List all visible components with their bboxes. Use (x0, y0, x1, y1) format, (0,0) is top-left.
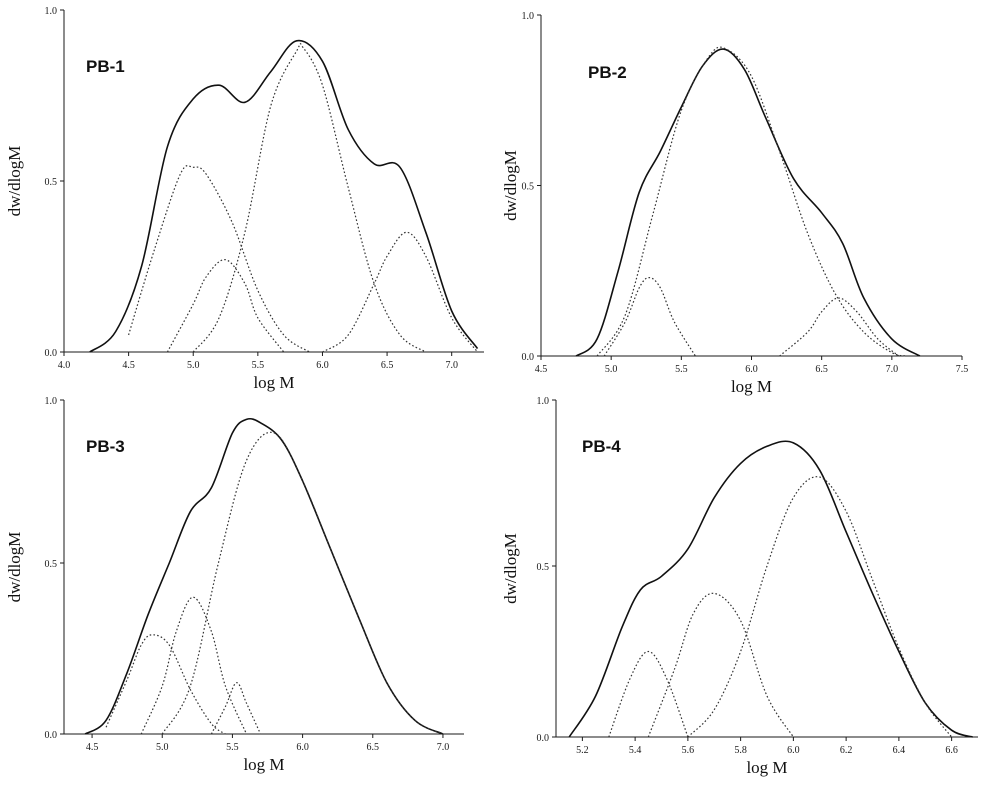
y-tick-label: 0.5 (522, 182, 535, 193)
x-tick-label: 6.0 (316, 360, 329, 371)
x-tick-label: 5.0 (605, 364, 618, 375)
chart-title: PB-3 (86, 437, 125, 456)
x-tick-label: 5.2 (576, 745, 589, 756)
y-tick-label: 1.0 (537, 396, 550, 407)
x-tick-label: 6.5 (367, 742, 380, 753)
x-tick-label: 4.0 (58, 360, 71, 371)
y-tick-label: 0.0 (522, 352, 535, 363)
y-tick-label: 0.5 (537, 562, 550, 573)
x-tick-label: 5.5 (252, 360, 265, 371)
component-peak-4-line (322, 231, 478, 353)
component-peak-4-line (161, 431, 444, 735)
chart-panel-pb-3: 4.5 5.0 5.5 6.0 6.5 7.0 0.0 0.5 1.0 log M dw/dlogM… (5, 396, 464, 774)
total-distribution-line (568, 440, 973, 738)
x-tick-label: 7.5 (956, 364, 969, 375)
chart-title: PB-1 (86, 57, 125, 76)
y-tick-label: 1.0 (45, 6, 58, 17)
component-peak-3-line (192, 42, 427, 353)
x-tick-label: 5.0 (187, 360, 200, 371)
x-tick-label: 6.5 (815, 364, 828, 375)
chart-panel-pb-2: 4.5 5.0 5.5 6.0 6.5 7.0 7.5 0.0 0.5 1.0 log M dw/dl… (501, 11, 969, 396)
x-tick-label: 7.0 (445, 360, 458, 371)
chart-title: PB-2 (588, 63, 627, 82)
chart-panel-pb-1: 4.0 4.5 5.0 5.5 6.0 6.5 7.0 0.0 0.5 1.0 log M dw/dl… (5, 6, 484, 392)
y-tick-label: 0.0 (45, 348, 58, 359)
component-peak-3-line (687, 476, 953, 738)
x-tick-label: 6.6 (945, 745, 958, 756)
x-axis-label: log M (243, 755, 284, 774)
x-axis-label: log M (746, 758, 787, 777)
component-peak-2-line (647, 592, 794, 738)
x-tick-label: 6.4 (893, 745, 906, 756)
x-tick-label: 5.8 (734, 745, 747, 756)
x-tick-label: 5.5 (675, 364, 688, 375)
total-distribution-line (575, 48, 921, 357)
y-axis-label: dw/dlogM (501, 150, 520, 221)
x-tick-label: 6.0 (745, 364, 758, 375)
total-distribution-line (84, 417, 444, 735)
x-tick-label: 4.5 (86, 742, 99, 753)
x-tick-label: 4.5 (122, 360, 135, 371)
component-peak-3-line (779, 297, 900, 357)
y-axis-label: dw/dlogM (5, 146, 24, 217)
x-tick-label: 4.5 (535, 364, 548, 375)
x-tick-label: 5.0 (156, 742, 169, 753)
component-peak-2-line (140, 596, 248, 735)
component-peak-1-line (128, 165, 310, 353)
x-tick-label: 6.0 (787, 745, 800, 756)
x-tick-label: 5.6 (682, 745, 695, 756)
x-tick-label: 7.0 (886, 364, 899, 375)
chart-title: PB-4 (582, 437, 621, 456)
x-axis-label: log M (731, 377, 772, 396)
component-peak-2-line (166, 259, 285, 353)
chart-panel-pb-4: 5.2 5.4 5.6 5.8 6.0 6.2 6.4 6.6 0.0 0.5 1.0 log M dw… (501, 396, 978, 777)
x-tick-label: 6.5 (381, 360, 394, 371)
y-axis-label: dw/dlogM (501, 533, 520, 604)
y-tick-label: 0.5 (45, 559, 58, 570)
x-tick-label: 5.5 (226, 742, 239, 753)
x-tick-label: 6.0 (296, 742, 309, 753)
x-tick-label: 6.2 (840, 745, 853, 756)
component-peak-1-line (105, 634, 226, 735)
x-tick-label: 7.0 (437, 742, 450, 753)
total-distribution-line (89, 39, 479, 353)
y-axis-label: dw/dlogM (5, 532, 24, 603)
y-tick-label: 1.0 (522, 11, 535, 22)
y-tick-label: 0.5 (45, 177, 58, 188)
x-tick-label: 5.4 (629, 745, 642, 756)
y-tick-label: 1.0 (45, 396, 58, 407)
component-peak-3-line (210, 682, 262, 735)
component-peak-2-line (596, 46, 907, 357)
y-tick-label: 0.0 (537, 733, 550, 744)
y-tick-label: 0.0 (45, 730, 58, 741)
x-axis-label: log M (253, 373, 294, 392)
component-peak-1-line (603, 276, 696, 357)
component-peak-1-line (608, 650, 689, 738)
